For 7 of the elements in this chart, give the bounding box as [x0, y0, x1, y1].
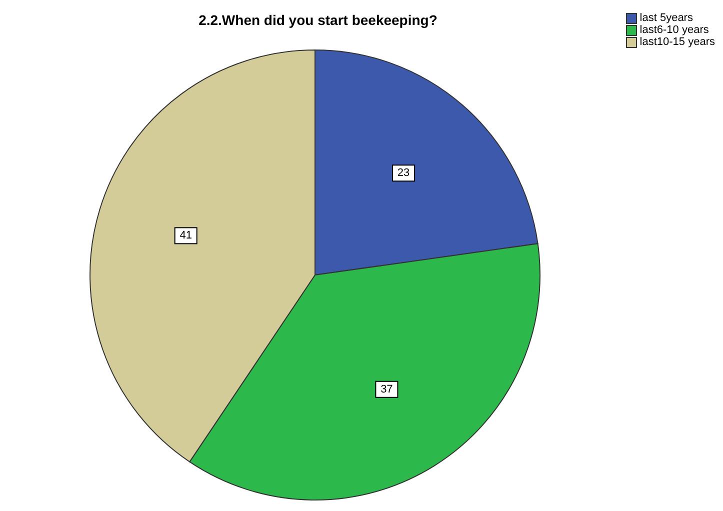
legend-label: last6-10 years: [640, 24, 709, 36]
data-label: 23: [397, 167, 410, 180]
data-label: 37: [380, 383, 393, 396]
chart-title: 2.2.When did you start beekeeping?: [198, 12, 438, 28]
legend-label: last10-15 years: [640, 36, 715, 48]
data-label: 41: [180, 230, 192, 242]
legend-label: last 5years: [640, 12, 693, 24]
